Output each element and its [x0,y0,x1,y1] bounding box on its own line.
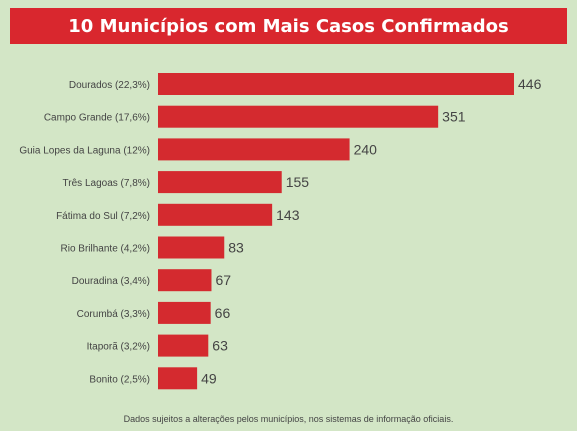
bar [158,334,209,357]
bar [158,138,350,161]
value-label: 240 [354,141,378,157]
bar [158,367,198,390]
chart-title: 10 Municípios com Mais Casos Confirmados [68,15,509,37]
value-label: 143 [276,207,300,223]
footnote: Dados sujeitos a alterações pelos municí… [123,414,454,424]
bar [158,269,212,292]
value-label: 49 [201,370,217,386]
bar [158,105,439,128]
value-label: 67 [215,272,231,288]
category-label: Dourados (22,3%) [69,80,150,91]
chart-title-bar: 10 Municípios com Mais Casos Confirmados [10,8,567,44]
category-label: Itaporã (3,2%) [87,342,150,353]
bar [158,236,225,259]
value-label: 446 [518,76,542,92]
category-label: Rio Brilhante (4,2%) [61,244,150,255]
category-label: Bonito (2,5%) [89,374,150,385]
category-label: Fátima do Sul (7,2%) [56,211,150,222]
value-label: 66 [215,305,231,321]
value-label: 63 [212,338,228,354]
category-label: Campo Grande (17,6%) [44,113,150,124]
value-label: 83 [228,240,244,256]
bar [158,171,282,194]
category-label: Corumbá (3,3%) [77,309,150,320]
bar [158,301,211,324]
bar [158,73,514,95]
category-label: Douradina (3,4%) [72,276,150,287]
bar-chart: Dourados (22,3%) 446 Campo Grande (17,6%) 3… [19,73,542,390]
bar [158,203,273,226]
category-label: Três Lagoas (7,8%) [63,178,150,189]
value-label: 351 [442,109,466,125]
value-label: 155 [286,174,310,190]
category-label: Guia Lopes da Laguna (12%) [19,145,150,156]
